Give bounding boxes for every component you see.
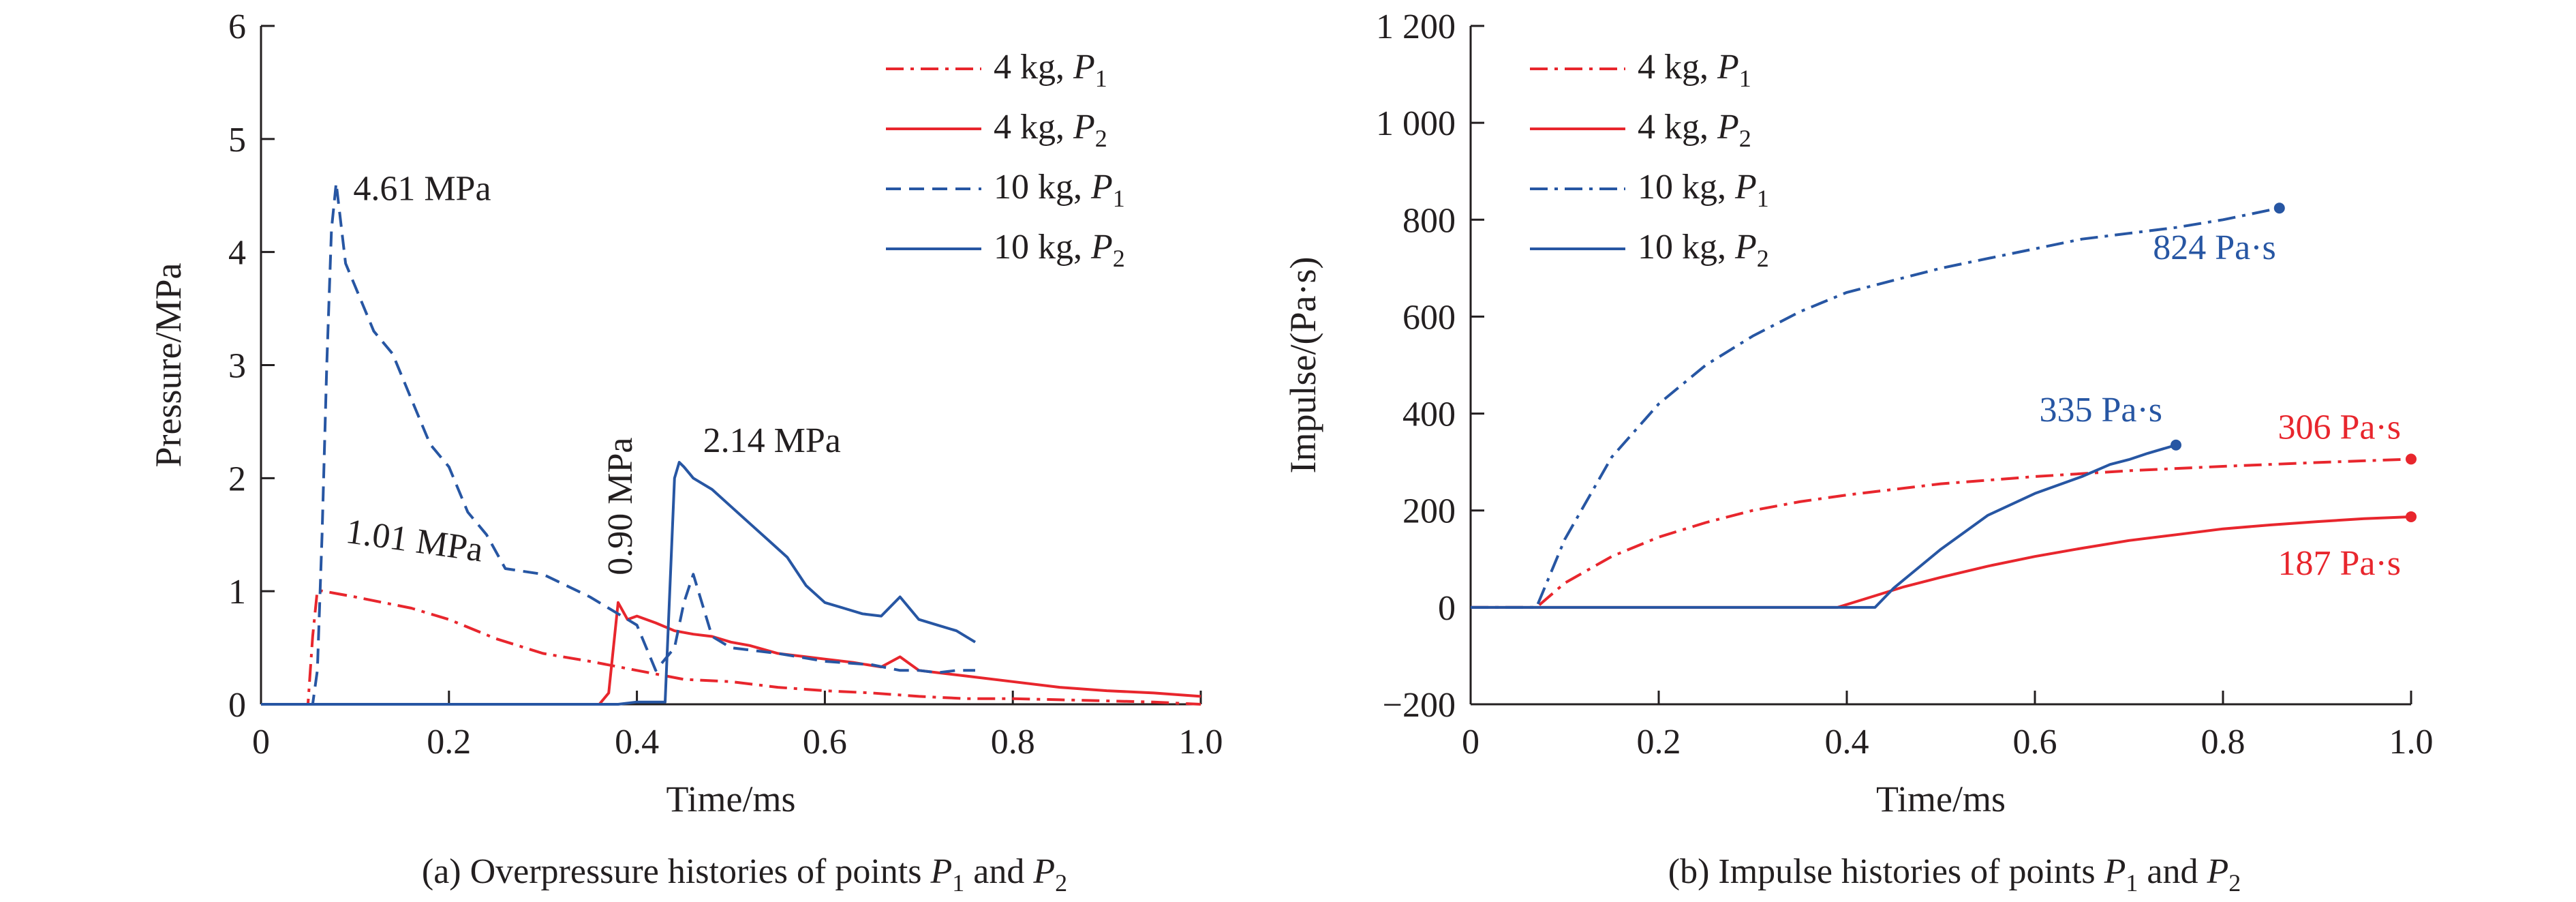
y-tick-label: 0 (1438, 589, 1456, 628)
y-tick-label: 6 (228, 7, 246, 46)
x-tick-label: 0.6 (2013, 723, 2057, 762)
x-tick-label: 0 (1462, 723, 1479, 762)
data-label: 1.01 MPa (343, 512, 485, 570)
x-tick-label: 0.8 (991, 723, 1035, 762)
data-label: 335 Pa·s (2039, 391, 2162, 430)
y-tick-label: 1 (228, 573, 246, 612)
x-tick-label: 1.0 (1179, 723, 1223, 762)
series-line-3 (1471, 443, 2177, 609)
legend-entry: 10 kg, P2 (1638, 228, 1769, 272)
series-line-3 (261, 461, 977, 706)
data-label: 187 Pa·s (2278, 544, 2401, 583)
legend: 4 kg, P1 4 kg, P2 10 kg, P1 10 kg, P2 (886, 48, 1125, 272)
y-tick-label: 400 (1402, 395, 1456, 434)
legend-entry: 4 kg, P2 (1638, 108, 1751, 152)
y-tick-label: 5 (228, 121, 246, 160)
x-tick-label: 0.8 (2201, 723, 2245, 762)
y-tick-label: 1 000 (1376, 104, 1456, 143)
y-tick-label: 800 (1402, 201, 1456, 240)
series-line-2 (261, 181, 975, 706)
y-tick-label: 0 (228, 686, 246, 725)
x-tick-label: 0.4 (1825, 723, 1869, 762)
data-label: 4.61 MPa (353, 170, 491, 209)
series-end-point (2273, 202, 2285, 214)
figure-caption: (b) Impulse histories of points P1 and P… (1668, 852, 2241, 897)
legend: 4 kg, P1 4 kg, P2 10 kg, P1 10 kg, P2 (1530, 48, 1769, 272)
series-end-point (2406, 453, 2417, 465)
series-line-0 (1471, 457, 2412, 609)
legend-entry: 4 kg, P1 (994, 48, 1107, 92)
legend-entry: 10 kg, P1 (994, 168, 1125, 212)
y-axis-title: Impulse/(Pa·s) (1283, 257, 1323, 474)
y-tick-label: 200 (1402, 492, 1456, 531)
x-axis-title: Time/ms (1876, 779, 2006, 820)
y-axis-title: Pressure/MPa (148, 262, 189, 467)
data-label: 306 Pa·s (2278, 408, 2401, 447)
legend-entry: 10 kg, P1 (1638, 168, 1769, 212)
data-label: 0.90 MPa (601, 438, 640, 575)
x-tick-label: 0.6 (803, 723, 847, 762)
series-end-point (2406, 511, 2417, 522)
series-line-0 (261, 588, 1201, 706)
y-tick-label: 2 (228, 460, 246, 498)
y-tick-label: 1 200 (1376, 7, 1456, 46)
y-tick-label: 4 (228, 234, 246, 273)
series-line-1 (261, 601, 1201, 706)
series-line-2 (1471, 207, 2280, 609)
y-tick-label: 600 (1402, 298, 1456, 337)
legend-entry: 4 kg, P1 (1638, 48, 1751, 92)
legend-entry: 4 kg, P2 (994, 108, 1107, 152)
x-tick-label: 0.2 (1637, 723, 1681, 762)
x-axis-title: Time/ms (666, 779, 795, 820)
data-label: 824 Pa·s (2153, 228, 2276, 267)
chart-overpressure: 0 0.2 0.4 0.6 0.8 1.0 0 1 2 3 4 5 6 Time/ms Pressure/M… (148, 7, 1223, 897)
y-tick-label: −200 (1383, 686, 1456, 725)
series-line-1 (1471, 515, 2412, 609)
x-tick-label: 0.2 (427, 723, 471, 762)
legend-entry: 10 kg, P2 (994, 228, 1125, 272)
y-tick-label: 3 (228, 347, 246, 386)
x-tick-label: 1.0 (2389, 723, 2434, 762)
x-tick-label: 0.4 (615, 723, 659, 762)
x-tick-label: 0 (252, 723, 270, 762)
data-label: 2.14 MPa (703, 421, 841, 460)
series-end-point (2171, 439, 2181, 451)
figure-caption: (a) Overpressure histories of points P1 … (422, 852, 1067, 897)
